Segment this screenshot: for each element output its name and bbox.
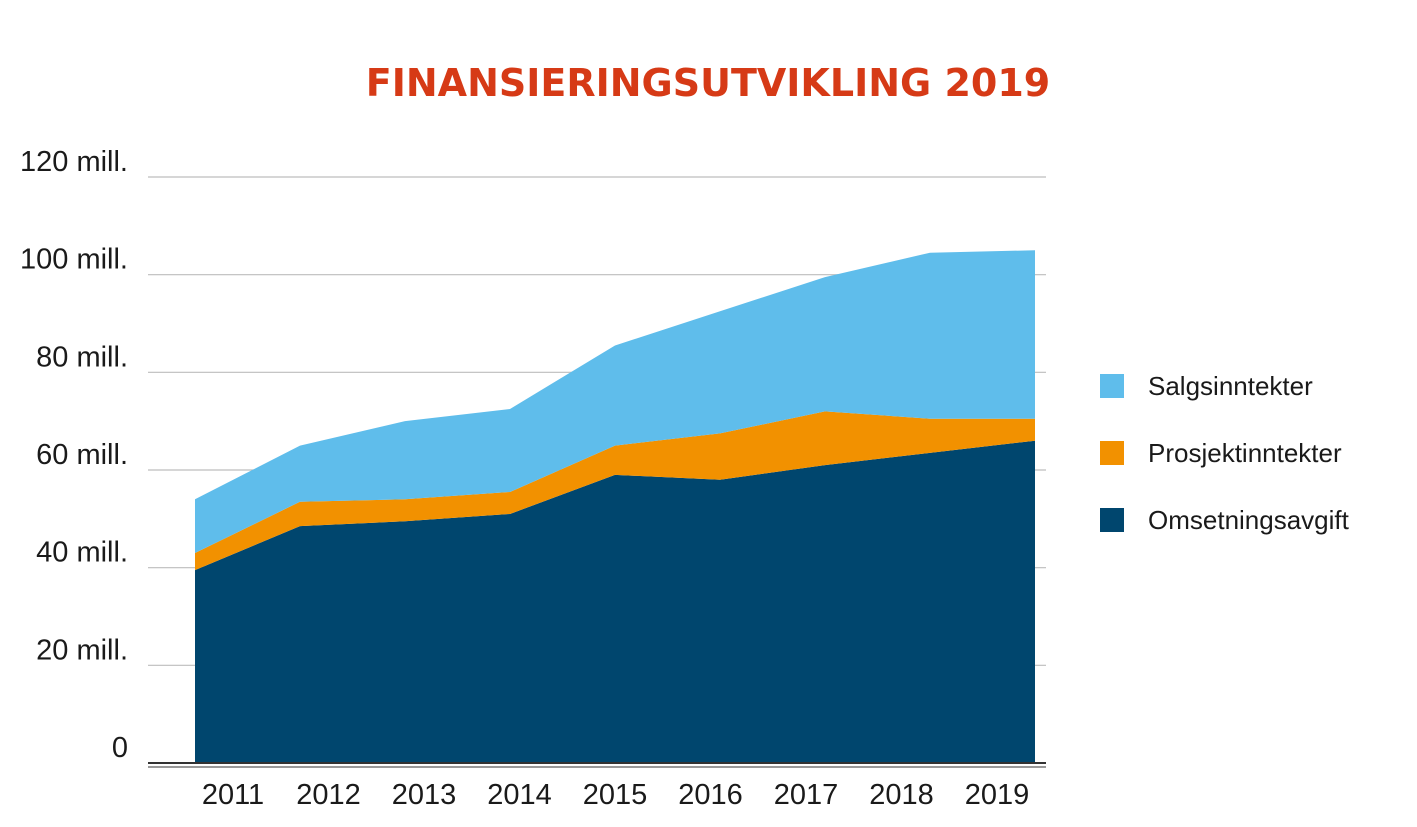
legend-label: Omsetningsavgift [1148,505,1350,535]
legend-label: Salgsinntekter [1148,371,1313,401]
y-tick-label: 20 mill. [36,634,128,666]
x-axis [148,762,1046,768]
area-salgsinntekter [195,250,1035,554]
legend-swatch [1100,374,1124,398]
x-tick-label: 2015 [583,779,648,811]
x-tick-label: 2019 [965,779,1030,811]
legend-label: Prosjektinntekter [1148,438,1342,468]
legend-item: Prosjektinntekter [1100,438,1342,468]
area-prosjektinntekter [195,411,1035,571]
y-tick-label: 40 mill. [36,537,128,569]
chart-title: FINANSIERINGSUTVIKLING 2019 [366,61,1050,105]
y-tick-label: 120 mill. [20,146,128,178]
legend: Salgsinntekter Prosjektinntekter Omsetning… [1100,371,1350,535]
x-tick-label: 2013 [392,779,457,811]
x-tick-label: 2012 [296,779,361,811]
x-tick-label: 2017 [774,779,839,811]
x-axis-ticks: 2011 2012 2013 2014 2015 2016 2017 2018 2019 [202,779,1029,811]
x-tick-label: 2016 [678,779,743,811]
area-series [195,250,1035,763]
legend-item: Salgsinntekter [1100,371,1313,401]
x-tick-label: 2018 [869,779,934,811]
legend-item: Omsetningsavgift [1100,505,1350,535]
x-tick-label: 2014 [487,779,552,811]
y-tick-label: 60 mill. [36,439,128,471]
area-omsetningsavgift [195,440,1035,763]
y-tick-label: 0 [112,732,128,764]
y-tick-label: 80 mill. [36,341,128,373]
x-tick-label: 2011 [202,779,264,811]
legend-swatch [1100,441,1124,465]
legend-swatch [1100,508,1124,532]
y-axis-ticks: 0 20 mill. 40 mill. 60 mill. 80 mill. 100 mil… [20,146,128,764]
y-tick-label: 100 mill. [20,244,128,276]
